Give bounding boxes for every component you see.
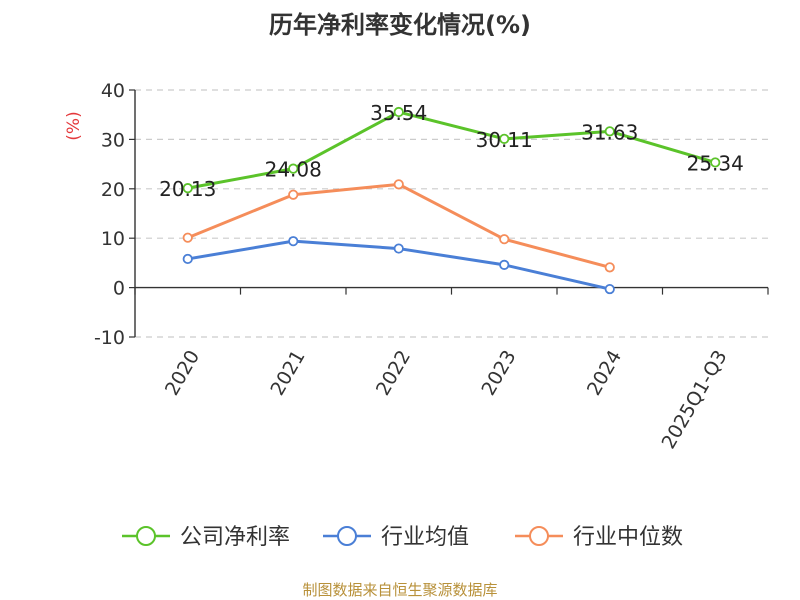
- grid-lines: [135, 89, 768, 338]
- legend: 公司净利率 行业均值 行业中位数: [122, 525, 683, 550]
- data-point: [499, 259, 510, 270]
- series-lines: [182, 106, 721, 295]
- data-point: [604, 283, 615, 295]
- data-point: [182, 183, 193, 194]
- data-point: [393, 106, 404, 118]
- x-tick-label: 2025Q1-Q3: [658, 347, 732, 453]
- data-point: [499, 234, 510, 245]
- source-note: 制图数据来自恒生聚源数据库: [302, 581, 497, 599]
- data-labels: 20.13 24.08 35.54 30.11 31.63 25.34: [159, 101, 744, 201]
- y-axis-label: (%): [64, 111, 84, 140]
- y-tick-label: 20: [101, 179, 125, 201]
- y-tick-label: 10: [101, 228, 125, 250]
- axes: [129, 89, 769, 338]
- x-tick-label: 2020: [161, 347, 204, 400]
- data-point: [393, 243, 404, 254]
- x-tick-label: 2021: [266, 347, 309, 400]
- data-label: 35.54: [370, 101, 427, 125]
- data-point: [499, 133, 510, 144]
- data-label: 24.08: [265, 158, 322, 182]
- legend-marker: [337, 526, 357, 546]
- data-point: [393, 179, 404, 190]
- y-tick-label: -10: [94, 327, 125, 349]
- series-line-0: [187, 110, 716, 190]
- legend-marker: [136, 526, 156, 546]
- data-label: 30.11: [476, 128, 533, 152]
- chart-title: 历年净利率变化情况(%): [269, 11, 531, 39]
- x-tick-label: 2024: [583, 347, 626, 400]
- y-tick-label: 30: [101, 129, 125, 151]
- data-point: [604, 262, 615, 273]
- data-point: [182, 232, 193, 243]
- data-label: 31.63: [581, 120, 638, 144]
- y-tick-label: 40: [101, 80, 125, 102]
- data-point: [182, 253, 193, 265]
- data-point: [288, 163, 299, 174]
- legend-label: 公司净利率: [180, 525, 290, 550]
- series-line-2: [187, 182, 611, 269]
- y-tick-label: 0: [113, 278, 125, 300]
- data-point: [604, 126, 615, 137]
- data-label: 25.34: [687, 151, 744, 175]
- x-tick-label: 2023: [477, 347, 520, 400]
- data-point: [288, 189, 299, 200]
- legend-label: 行业均值: [381, 525, 469, 550]
- legend-label: 行业中位数: [573, 525, 683, 550]
- x-tick-label: 2022: [372, 347, 415, 400]
- x-tick-labels: 2020 2021 2022 2023 2024 2025Q1-Q3: [161, 347, 732, 453]
- legend-marker: [529, 526, 549, 546]
- data-point: [710, 157, 721, 168]
- data-point: [288, 236, 299, 247]
- data-label: 20.13: [159, 177, 216, 201]
- y-tick-labels: -10 0 10 20 30 40: [94, 80, 125, 349]
